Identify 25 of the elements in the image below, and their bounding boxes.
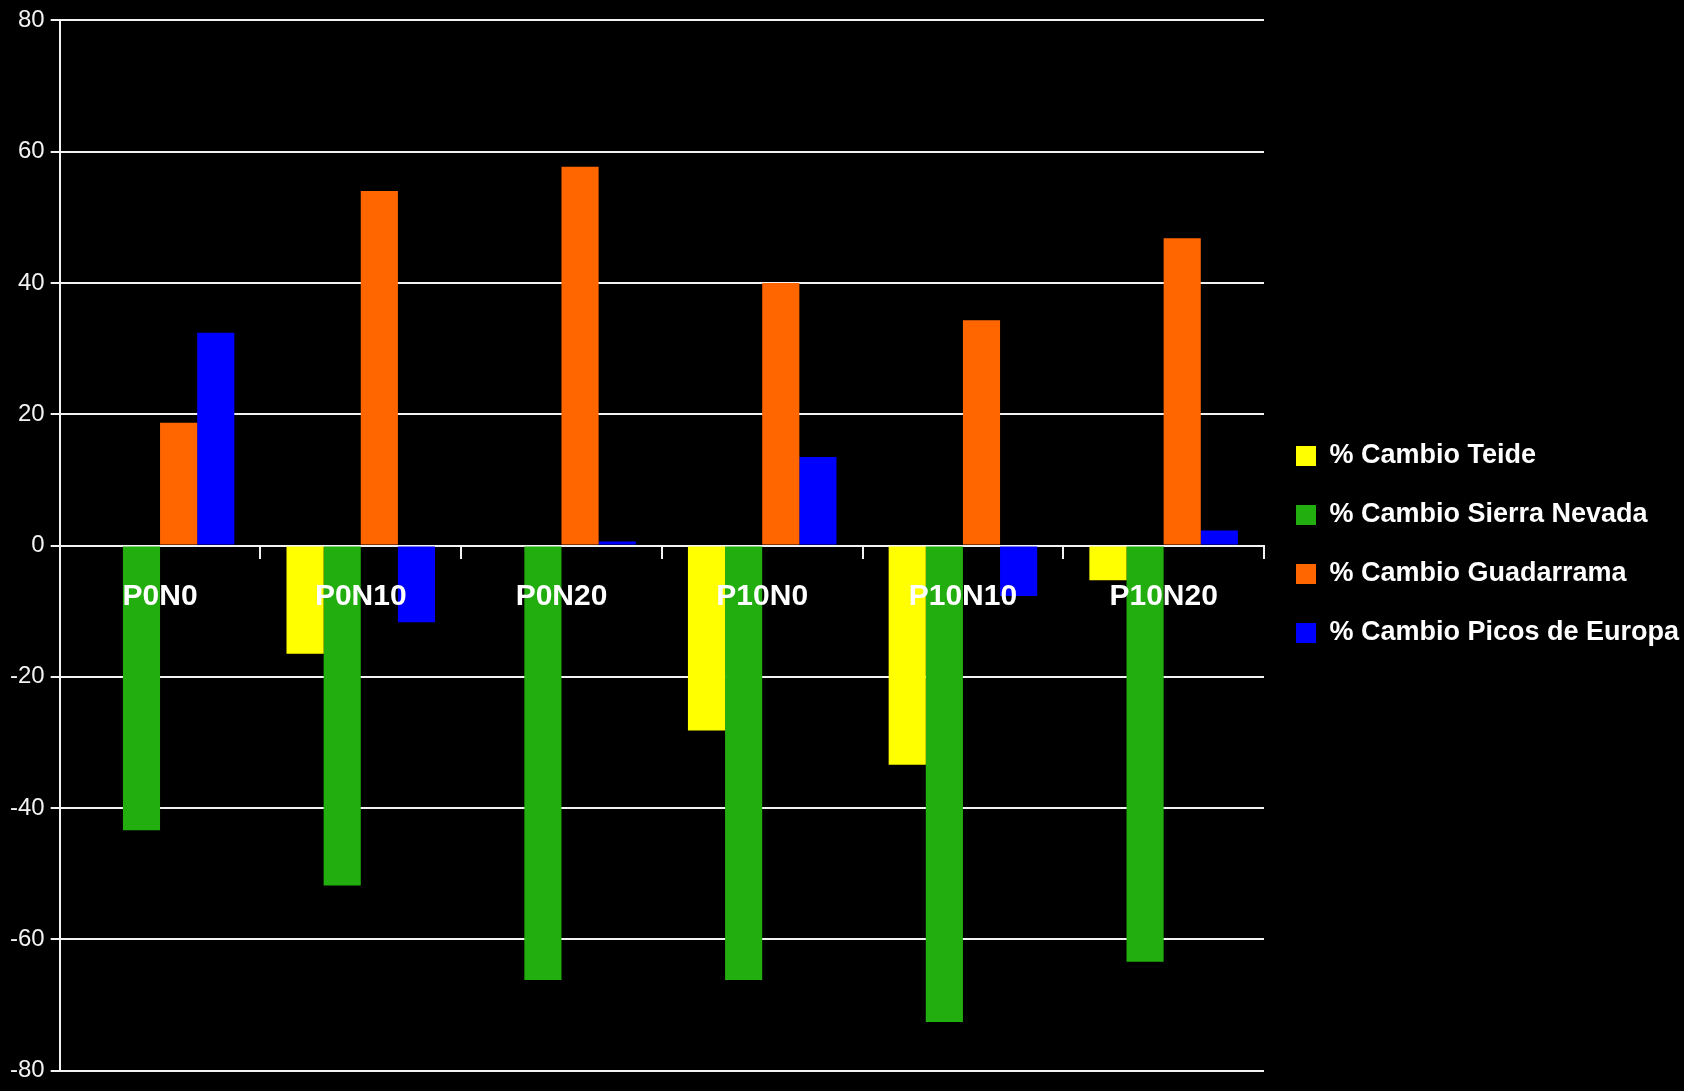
bar bbox=[598, 541, 636, 545]
bar bbox=[1089, 546, 1127, 581]
y-tick-label: -80 bbox=[10, 1055, 45, 1083]
bar bbox=[762, 282, 800, 545]
legend-label: % Cambio Sierra Nevada bbox=[1329, 498, 1649, 529]
y-tick-label: -20 bbox=[10, 661, 45, 689]
y-tick-label: 40 bbox=[17, 267, 45, 295]
legend-label: % Cambio Picos de Europa bbox=[1329, 616, 1681, 647]
legend-label: % Cambio Guadarrama bbox=[1329, 557, 1628, 588]
y-tick-label: 20 bbox=[17, 398, 45, 426]
bar bbox=[360, 191, 398, 545]
bar bbox=[1163, 238, 1201, 545]
y-tick-label: 60 bbox=[17, 136, 45, 164]
bar bbox=[799, 456, 837, 545]
x-tick-label: P0N10 bbox=[314, 577, 407, 611]
y-tick-label: -60 bbox=[10, 923, 45, 951]
y-tick-label: -40 bbox=[10, 792, 45, 820]
bar bbox=[1200, 530, 1238, 545]
bar bbox=[962, 320, 1001, 545]
y-tick-label: 80 bbox=[17, 5, 45, 33]
bar bbox=[160, 422, 198, 545]
y-tick-label: 0 bbox=[31, 530, 45, 558]
legend-label: % Cambio Teide bbox=[1329, 439, 1537, 470]
bar bbox=[197, 332, 235, 545]
bar bbox=[561, 166, 599, 545]
